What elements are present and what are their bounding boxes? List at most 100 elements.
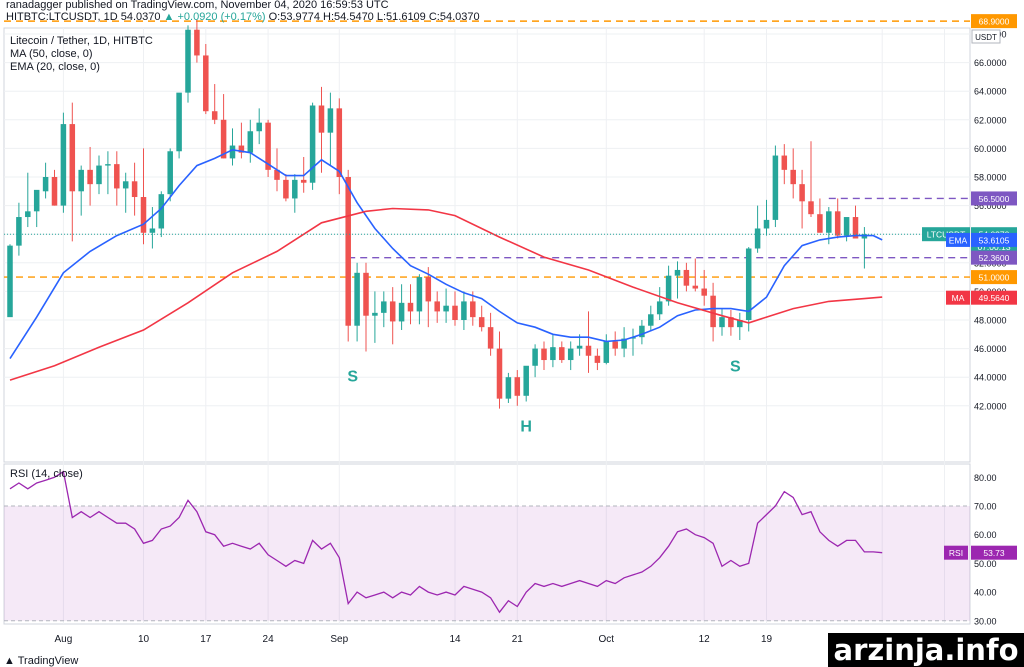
candle-body <box>176 92 182 152</box>
candle-body <box>478 317 485 328</box>
candle-body <box>808 201 814 215</box>
candle-body <box>612 341 618 349</box>
candle-body <box>781 155 788 170</box>
rsi-tick-label: 30.00 <box>974 616 997 626</box>
level-tag-value: 68.9000 <box>979 17 1010 27</box>
price-tag-name: MA <box>952 293 965 303</box>
x-tick-label: 19 <box>761 634 773 645</box>
candle-body <box>96 165 102 185</box>
candle-body <box>265 122 271 170</box>
symbol-header: HITBTC:LTCUSDT, 1D 54.0370 ▲ +0.0920 (+0… <box>6 11 480 23</box>
y-tick-label: 64.0000 <box>974 87 1007 97</box>
pattern-label-h: H <box>520 419 532 436</box>
y-tick-label: 42.0000 <box>974 401 1007 411</box>
rsi-tag-bg <box>971 545 1017 560</box>
candle-body <box>763 219 770 229</box>
rsi-tick-label: 70.00 <box>974 502 997 512</box>
candle-body <box>211 111 218 120</box>
candle-body <box>452 305 458 320</box>
candle-body <box>300 179 307 183</box>
level-tag-bg <box>971 14 1017 29</box>
candle-body <box>754 228 761 249</box>
x-tick-label: Sep <box>330 634 348 645</box>
candle-body <box>238 145 245 153</box>
level-tag-value: 51.0000 <box>979 273 1010 283</box>
candle-body <box>229 145 236 159</box>
currency-label: USDT <box>975 33 997 42</box>
candle-body <box>621 338 627 349</box>
candle-body <box>140 197 147 233</box>
chart-title: Litecoin / Tether, 1D, HITBTC <box>10 35 153 47</box>
price-tag-name-bg <box>946 232 970 247</box>
candle-body <box>363 272 369 316</box>
candle-body <box>790 169 796 185</box>
candle-body <box>603 341 610 363</box>
rsi-tick-label: 80.00 <box>974 473 997 483</box>
candle-body <box>505 377 512 399</box>
candle-body <box>42 177 49 192</box>
candle-body <box>683 269 690 286</box>
candle-body <box>523 365 529 396</box>
candle-body <box>122 181 129 189</box>
candle-body <box>701 288 707 296</box>
candle-body <box>826 211 832 233</box>
candle-body <box>220 119 227 159</box>
rsi-tag-name-bg <box>944 545 968 560</box>
rsi-tick-label: 50.00 <box>974 559 997 569</box>
level-tag-bg <box>971 191 1017 206</box>
candle-body <box>283 179 289 199</box>
rsi-legend[interactable]: RSI (14, close) <box>10 468 83 480</box>
countdown-label: 07:00:13 <box>977 242 1010 252</box>
candle-body <box>131 181 138 198</box>
price-tag-bg <box>971 232 1017 247</box>
candle-body <box>585 345 592 356</box>
candle-body <box>852 217 859 239</box>
candle-body <box>167 151 173 195</box>
currency-badge <box>971 29 1001 44</box>
y-tick-label: 56.0000 <box>974 201 1007 211</box>
y-tick-label: 46.0000 <box>974 344 1007 354</box>
price-tag-value: 53.6105 <box>979 235 1010 245</box>
candle-body <box>496 348 503 399</box>
candle-body <box>60 124 67 206</box>
candle-body <box>416 277 423 312</box>
ma-line <box>9 207 883 381</box>
ma-legend[interactable]: MA (50, close, 0) <box>10 48 93 60</box>
candle-body <box>532 348 538 366</box>
tradingview-logo[interactable]: ▲ TradingView <box>4 655 79 667</box>
candle-body <box>576 345 583 349</box>
level-tag-value: 52.3600 <box>979 253 1010 263</box>
candle-body <box>51 177 58 206</box>
candle-body <box>309 105 316 183</box>
price-tag-value: 49.5640 <box>979 293 1010 303</box>
candle-body <box>25 211 31 218</box>
candle-body <box>648 314 654 326</box>
candle-body <box>381 301 387 313</box>
pattern-label-s: S <box>347 368 358 385</box>
candle-body <box>407 302 414 312</box>
candle-body <box>674 269 681 276</box>
x-tick-label: 24 <box>263 634 275 645</box>
candle-body <box>834 211 841 236</box>
candle-body <box>772 155 779 220</box>
candle-body <box>389 301 396 322</box>
candle-body <box>185 29 191 93</box>
y-tick-label: 44.0000 <box>974 373 1007 383</box>
candle-body <box>274 169 280 180</box>
candle-body <box>487 327 494 349</box>
candle-body <box>149 228 156 233</box>
ema-legend[interactable]: EMA (20, close, 0) <box>10 61 100 73</box>
rsi-line <box>9 470 883 614</box>
candle-body <box>336 108 343 177</box>
rsi-tag-name: RSI <box>949 548 963 558</box>
candle-body <box>541 348 547 361</box>
candle-body <box>514 377 521 396</box>
candle-body <box>69 124 76 192</box>
candle-body <box>345 177 351 326</box>
candle-body <box>78 169 84 192</box>
candle-body <box>247 131 254 153</box>
candle-body <box>87 169 93 185</box>
candle-body <box>425 277 432 302</box>
rsi-tick-label: 40.00 <box>974 588 997 598</box>
